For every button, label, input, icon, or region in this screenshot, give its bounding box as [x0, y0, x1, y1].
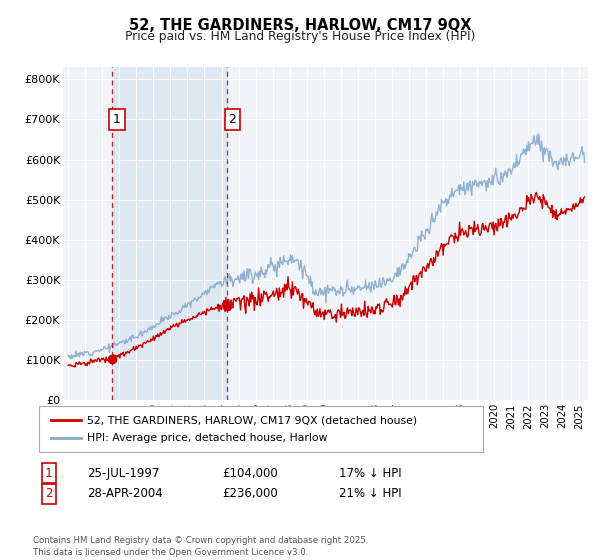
Text: HPI: Average price, detached house, Harlow: HPI: Average price, detached house, Harl… [87, 433, 328, 443]
Text: 28-APR-2004: 28-APR-2004 [87, 487, 163, 501]
Text: 1: 1 [113, 113, 121, 126]
Text: Contains HM Land Registry data © Crown copyright and database right 2025.
This d: Contains HM Land Registry data © Crown c… [33, 536, 368, 557]
Text: 1: 1 [45, 466, 53, 480]
Text: 25-JUL-1997: 25-JUL-1997 [87, 466, 160, 480]
Text: 21% ↓ HPI: 21% ↓ HPI [339, 487, 401, 501]
Text: £104,000: £104,000 [222, 466, 278, 480]
Text: 52, THE GARDINERS, HARLOW, CM17 9QX: 52, THE GARDINERS, HARLOW, CM17 9QX [129, 18, 471, 33]
Text: 17% ↓ HPI: 17% ↓ HPI [339, 466, 401, 480]
Text: 52, THE GARDINERS, HARLOW, CM17 9QX (detached house): 52, THE GARDINERS, HARLOW, CM17 9QX (det… [87, 415, 417, 425]
Text: Price paid vs. HM Land Registry's House Price Index (HPI): Price paid vs. HM Land Registry's House … [125, 30, 475, 43]
Bar [112, 67, 227, 400]
Text: 2: 2 [229, 113, 236, 126]
Text: £236,000: £236,000 [222, 487, 278, 501]
Text: 2: 2 [45, 487, 53, 501]
